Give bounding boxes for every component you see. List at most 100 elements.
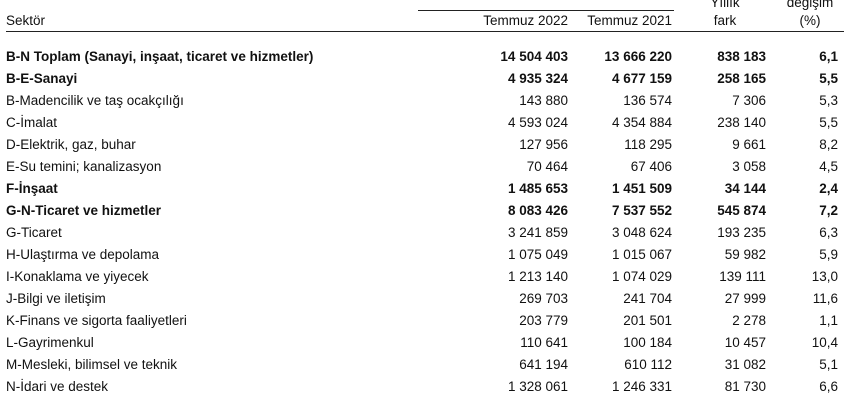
fark-cell: 838 183 xyxy=(717,49,766,64)
degisim-cell: 8,2 xyxy=(819,137,838,152)
degisim-cell: 5,1 xyxy=(819,357,838,372)
table-row: J-Bilgi ve iletişim 269 703 241 704 27 999 1… xyxy=(6,288,844,310)
sector-cell: J-Bilgi ve iletişim xyxy=(6,291,106,306)
fark-cell: 31 082 xyxy=(724,357,766,372)
column-header-2022: Temmuz 2022 xyxy=(418,10,570,32)
value-2022-cell: 8 083 426 xyxy=(507,203,568,218)
fark-cell: 81 730 xyxy=(724,379,766,394)
fark-cell: 34 144 xyxy=(724,181,766,196)
value-2022-cell: 110 641 xyxy=(520,335,568,350)
value-2021-cell: 1 246 331 xyxy=(611,379,672,394)
sector-cell: B-N Toplam (Sanayi, inşaat, ticaret ve h… xyxy=(6,49,314,64)
degisim-cell: 11,6 xyxy=(812,291,838,306)
table-row: G-Ticaret 3 241 859 3 048 624 193 235 6,3 xyxy=(6,222,844,244)
fark-cell: 2 278 xyxy=(732,313,766,328)
value-2021-cell: 201 501 xyxy=(623,313,672,328)
degisim-cell: 7,2 xyxy=(819,203,838,218)
table-row: L-Gayrimenkul 110 641 100 184 10 457 10,4 xyxy=(6,332,844,354)
fark-cell: 193 235 xyxy=(717,225,766,240)
fark-cell: 27 999 xyxy=(724,291,766,306)
sector-cell: I-Konaklama ve yiyecek xyxy=(6,269,149,284)
fark-cell: 545 874 xyxy=(717,203,766,218)
value-2022-cell: 1 213 140 xyxy=(507,269,568,284)
degisim-cell: 5,3 xyxy=(819,93,838,108)
sector-cell: D-Elektrik, gaz, buhar xyxy=(6,137,136,152)
degisim-cell: 5,9 xyxy=(819,247,838,262)
fark-cell: 139 111 xyxy=(719,269,766,284)
table-row: C-İmalat 4 593 024 4 354 884 238 140 5,5 xyxy=(6,112,844,134)
value-2021-cell: 4 354 884 xyxy=(611,115,672,130)
degisim-cell: 6,3 xyxy=(819,225,838,240)
value-2022-cell: 269 703 xyxy=(519,291,568,306)
value-2021-cell: 1 074 029 xyxy=(611,269,672,284)
value-2022-cell: 4 935 324 xyxy=(507,71,568,86)
value-2021-cell: 3 048 624 xyxy=(611,225,672,240)
sector-column-header: Sektör xyxy=(6,10,418,32)
degisim-cell: 10,4 xyxy=(811,335,838,350)
header-gap xyxy=(6,32,844,47)
employment-table: Yıllık değişim Sektör Temmuz 2022 Temmuz… xyxy=(6,0,844,398)
degisim-cell: 2,4 xyxy=(819,181,838,196)
header-spacer xyxy=(6,0,418,11)
fark-cell: 7 306 xyxy=(732,93,766,108)
sector-cell: C-İmalat xyxy=(6,115,58,130)
sector-cell: B-Madencilik ve taş ocakçılığı xyxy=(6,93,184,108)
value-2021-cell: 610 112 xyxy=(624,357,672,372)
table-row: H-Ulaştırma ve depolama 1 075 049 1 015 06… xyxy=(6,244,844,266)
fark-header-top: Yıllık xyxy=(710,0,740,10)
value-2021-cell: 7 537 552 xyxy=(611,203,672,218)
value-2022-cell: 1 485 653 xyxy=(507,181,568,196)
value-2022-cell: 203 779 xyxy=(519,313,568,328)
value-2022-cell: 127 956 xyxy=(519,137,568,152)
fark-cell: 9 661 xyxy=(732,137,766,152)
value-2021-cell: 241 704 xyxy=(623,291,672,306)
value-2021-cell: 4 677 159 xyxy=(611,71,672,86)
table-row: B-E-Sanayi 4 935 324 4 677 159 258 165 5,5 xyxy=(6,68,844,90)
degisim-header-top: değişim xyxy=(786,0,834,10)
table-row: K-Finans ve sigorta faaliyetleri 203 779 2… xyxy=(6,310,844,332)
table-header: Yıllık değişim Sektör Temmuz 2022 Temmuz… xyxy=(6,0,844,32)
value-2022-cell: 641 194 xyxy=(519,357,568,372)
fark-cell: 238 140 xyxy=(717,115,766,130)
sector-cell: K-Finans ve sigorta faaliyetleri xyxy=(6,313,187,328)
fark-cell: 3 058 xyxy=(732,159,766,174)
value-2021-cell: 136 574 xyxy=(623,93,672,108)
sector-cell: E-Su temini; kanalizasyon xyxy=(6,159,162,174)
value-2021-cell: 1 451 509 xyxy=(611,181,672,196)
value-2022-cell: 143 880 xyxy=(519,93,568,108)
table-row: I-Konaklama ve yiyecek 1 213 140 1 074 029… xyxy=(6,266,844,288)
fark-cell: 258 165 xyxy=(717,71,766,86)
degisim-cell: 6,6 xyxy=(819,379,838,394)
table-row: E-Su temini; kanalizasyon 70 464 67 406 3 0… xyxy=(6,156,844,178)
value-2022-cell: 4 593 024 xyxy=(507,115,568,130)
value-2021-cell: 1 015 067 xyxy=(611,247,672,262)
degisim-cell: 4,5 xyxy=(819,159,838,174)
value-2021-cell: 67 406 xyxy=(630,159,672,174)
sector-cell: M-Mesleki, bilimsel ve teknik xyxy=(6,357,178,372)
table-row: F-İnşaat 1 485 653 1 451 509 34 144 2,4 xyxy=(6,178,844,200)
degisim-header-bottom: (%) xyxy=(776,10,844,32)
sector-cell: F-İnşaat xyxy=(6,181,58,196)
fark-cell: 59 982 xyxy=(724,247,766,262)
column-header-2021: Temmuz 2021 xyxy=(570,10,674,32)
table-row: M-Mesleki, bilimsel ve teknik 641 194 610 … xyxy=(6,354,844,376)
degisim-cell: 5,5 xyxy=(819,115,838,130)
fark-cell: 10 457 xyxy=(724,335,766,350)
value-2021-cell: 118 295 xyxy=(624,137,672,152)
period-group-header xyxy=(418,0,674,11)
degisim-cell: 5,5 xyxy=(819,71,838,86)
value-2021-cell: 13 666 220 xyxy=(604,49,672,64)
sector-cell: G-N-Ticaret ve hizmetler xyxy=(6,203,162,218)
sector-cell: H-Ulaştırma ve depolama xyxy=(6,247,160,262)
sector-cell: G-Ticaret xyxy=(6,225,62,240)
fark-header-bottom: fark xyxy=(674,10,776,32)
table-row: B-Madencilik ve taş ocakçılığı 143 880 136… xyxy=(6,90,844,112)
table-row: G-N-Ticaret ve hizmetler 8 083 426 7 537 5… xyxy=(6,200,844,222)
value-2022-cell: 14 504 403 xyxy=(500,49,568,64)
table-body: B-N Toplam (Sanayi, inşaat, ticaret ve h… xyxy=(6,32,844,399)
value-2021-cell: 100 184 xyxy=(623,335,672,350)
sector-cell: L-Gayrimenkul xyxy=(6,335,94,350)
degisim-cell: 13,0 xyxy=(811,269,838,284)
sector-cell: B-E-Sanayi xyxy=(6,71,78,86)
